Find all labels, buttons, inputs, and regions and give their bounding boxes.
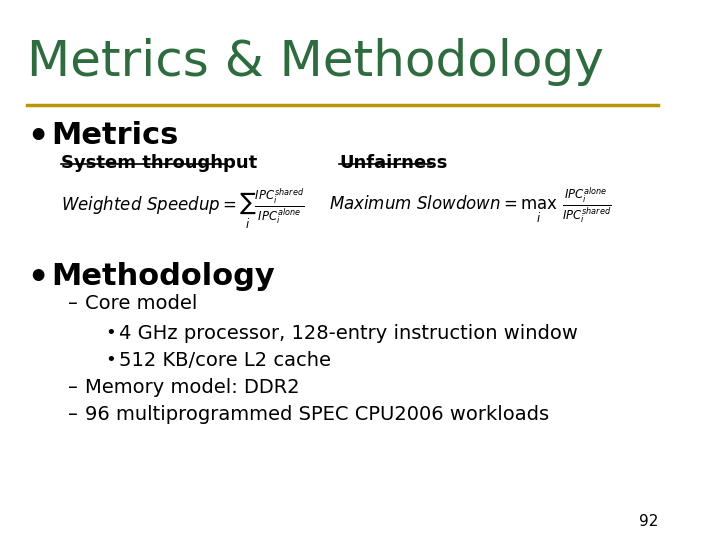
Text: Metrics & Methodology: Metrics & Methodology — [27, 38, 604, 86]
Text: •: • — [105, 324, 116, 342]
Text: Methodology: Methodology — [51, 262, 274, 291]
Text: Memory model: DDR2: Memory model: DDR2 — [85, 378, 300, 397]
Text: 96 multiprogrammed SPEC CPU2006 workloads: 96 multiprogrammed SPEC CPU2006 workload… — [85, 405, 549, 424]
Text: $\mathit{Weighted\ Speedup} = \sum_{i} \frac{IPC_i^{shared}}{IPC_i^{alone}}$: $\mathit{Weighted\ Speedup} = \sum_{i} \… — [61, 186, 305, 231]
Text: –: – — [68, 378, 78, 397]
Text: 4 GHz processor, 128-entry instruction window: 4 GHz processor, 128-entry instruction w… — [119, 324, 577, 343]
Text: •: • — [27, 122, 48, 154]
Text: •: • — [105, 351, 116, 369]
Text: –: – — [68, 294, 78, 313]
Text: Core model: Core model — [85, 294, 197, 313]
Text: $\mathit{Maximum\ Slowdown} = \max_{i}\ \frac{IPC_i^{alone}}{IPC_i^{shared}}$: $\mathit{Maximum\ Slowdown} = \max_{i}\ … — [329, 186, 612, 226]
Text: 92: 92 — [639, 514, 659, 529]
Text: –: – — [68, 405, 78, 424]
Text: Metrics: Metrics — [51, 122, 179, 151]
Text: 512 KB/core L2 cache: 512 KB/core L2 cache — [119, 351, 330, 370]
Text: •: • — [27, 262, 48, 295]
Text: System throughput: System throughput — [61, 154, 257, 172]
Text: Unfairness: Unfairness — [339, 154, 448, 172]
